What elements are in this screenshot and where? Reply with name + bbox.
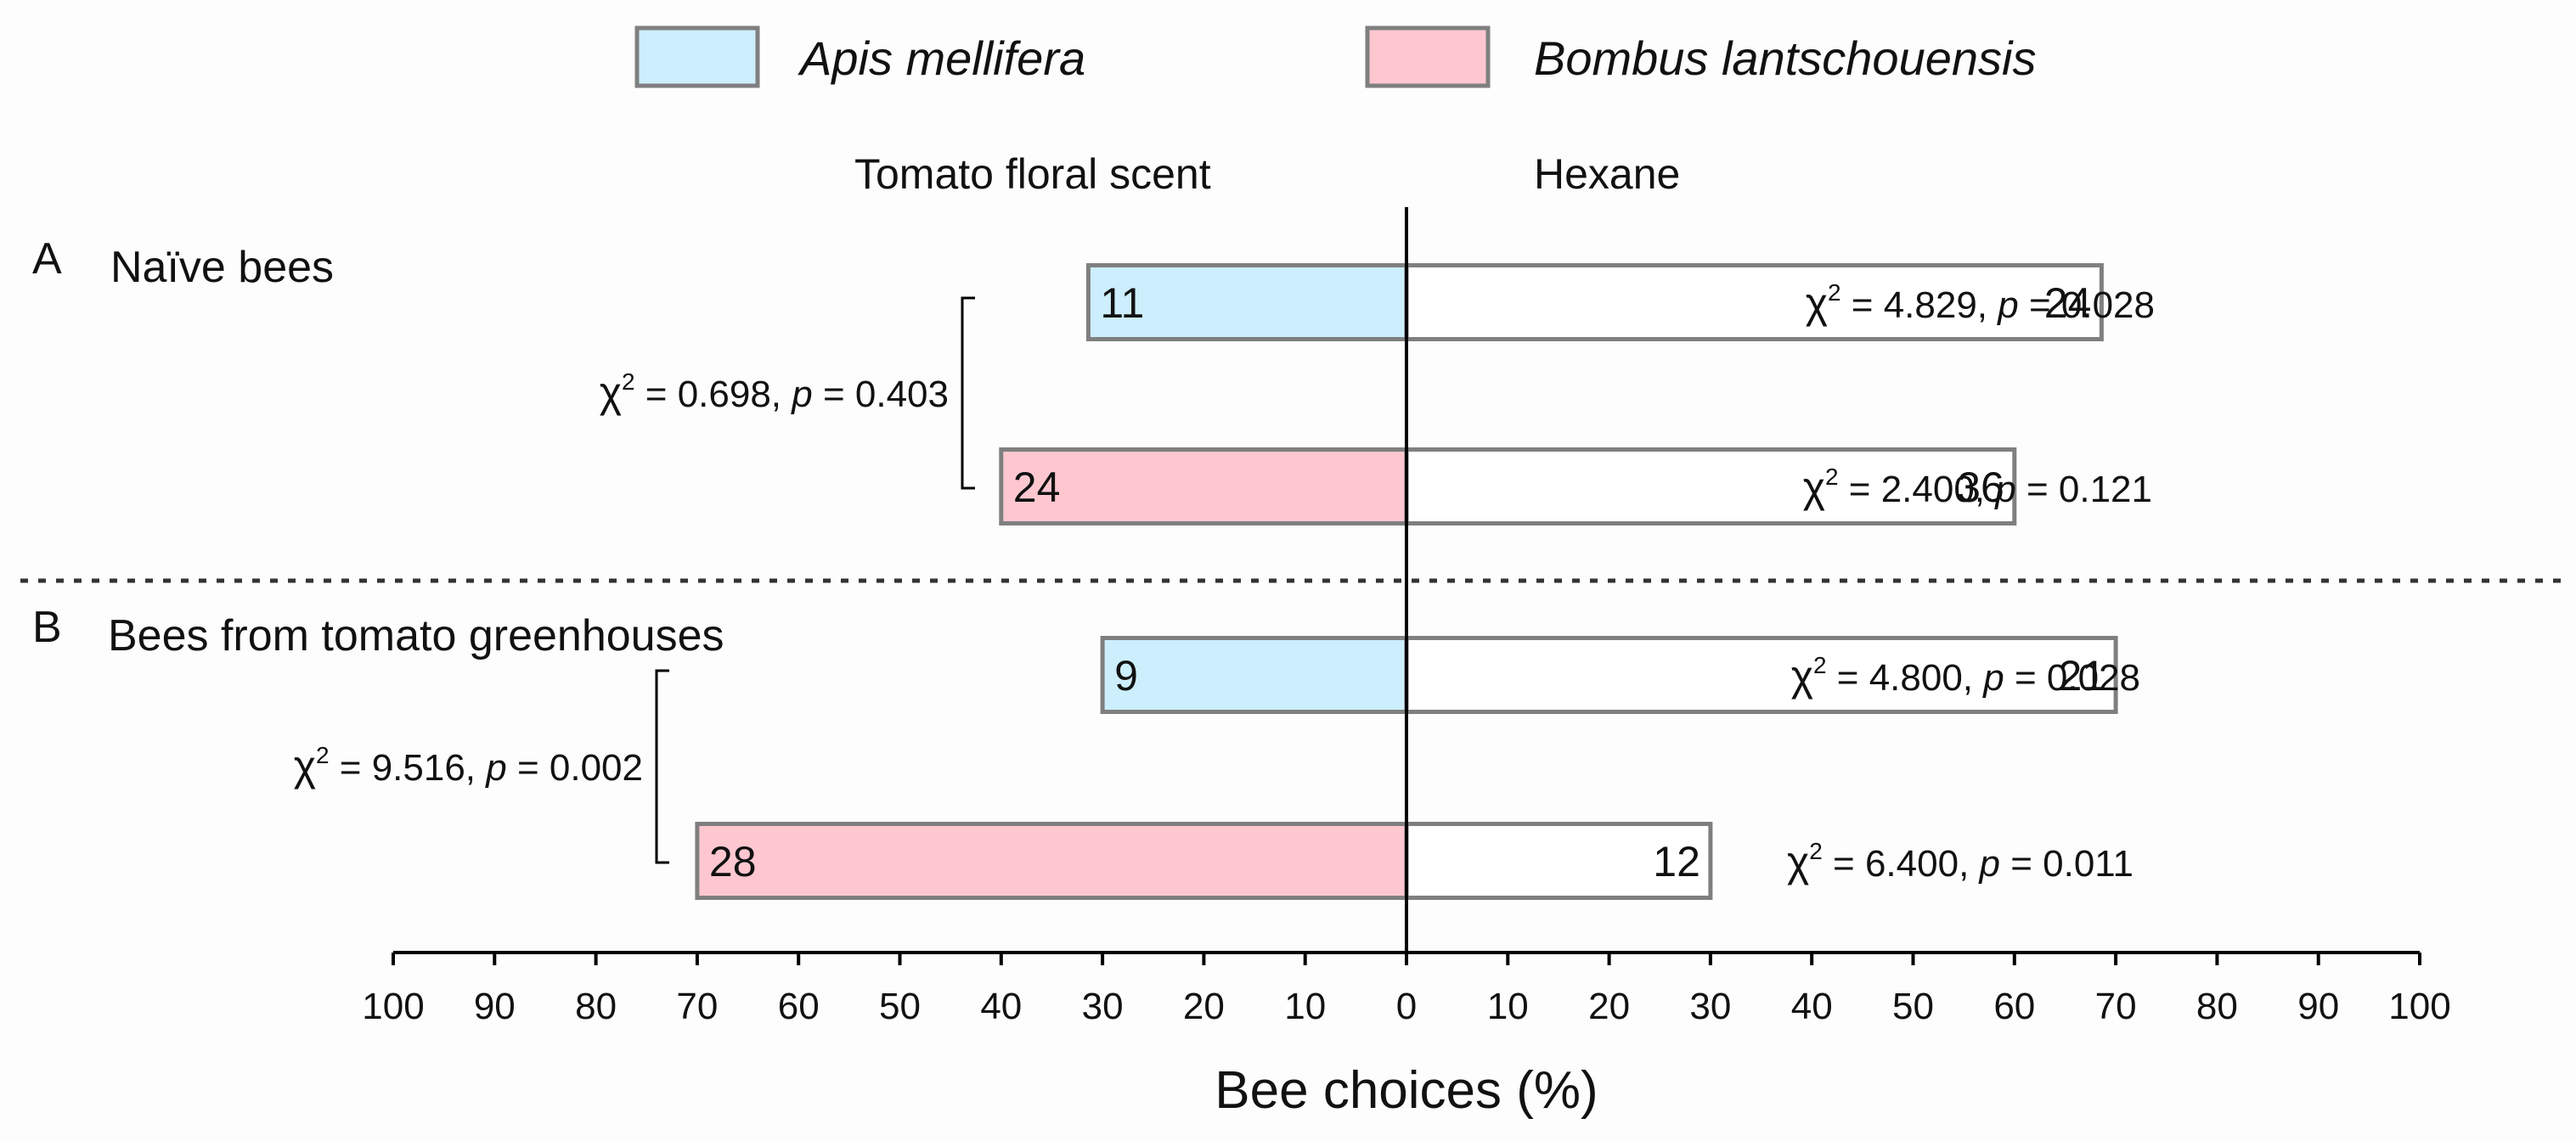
x-tick-label: 30 xyxy=(1082,986,1124,1027)
panel-a-letter: A xyxy=(32,234,62,284)
bar-right-count: 21 xyxy=(2058,652,2105,700)
bar-right-count: 24 xyxy=(2044,279,2092,327)
x-axis-ticks: 100 90 80 70 60 50 40 30 20 10 0 10 20 30 40 50 60 70 80 90… xyxy=(362,953,2451,1027)
panel-b-letter: B xyxy=(32,603,62,652)
x-tick-label: 10 xyxy=(1284,986,1326,1027)
x-tick-label: 70 xyxy=(2095,986,2137,1027)
x-tick-label: 90 xyxy=(2297,986,2339,1027)
panel-a-title: Naïve bees xyxy=(110,243,334,292)
bar-left-apis xyxy=(1085,263,1409,341)
x-tick-label: 70 xyxy=(676,986,718,1027)
comparison-bracket xyxy=(961,296,975,490)
row-stat: χ2 = 6.400, p = 0.011 xyxy=(1787,838,2134,885)
right-side-label: Hexane xyxy=(1534,150,1680,198)
x-tick-label: 80 xyxy=(2196,986,2238,1027)
x-tick-label: 0 xyxy=(1396,986,1417,1027)
bar-left-count: 28 xyxy=(709,838,757,885)
bar-right-hexane xyxy=(1404,263,2104,341)
x-tick-label: 20 xyxy=(1183,986,1225,1027)
bar-right-count: 12 xyxy=(1653,838,1700,885)
x-axis-title: Bee choices (%) xyxy=(1215,1061,1598,1120)
bar-left-count: 9 xyxy=(1114,652,1138,700)
bar-left-count: 24 xyxy=(1013,464,1061,511)
legend-label-bombus: Bombus lantschouensis xyxy=(1534,31,2036,85)
legend-swatch-bombus xyxy=(1365,25,1491,88)
comparison-stat: χ2 = 9.516, p = 0.002 xyxy=(294,742,643,790)
x-tick-label: 60 xyxy=(1993,986,2035,1027)
x-tick-label: 30 xyxy=(1689,986,1731,1027)
bar-left-apis xyxy=(1100,636,1409,714)
row-stat: χ2 = 4.829, p = 0.028 xyxy=(1806,279,2155,327)
x-tick-label: 50 xyxy=(879,986,921,1027)
left-side-label: Tomato floral scent xyxy=(854,150,1211,198)
bar-right-hexane xyxy=(1404,822,1713,900)
x-tick-label: 100 xyxy=(2388,986,2450,1027)
comparison-stat: χ2 = 0.698, p = 0.403 xyxy=(600,368,949,416)
x-tick-label: 10 xyxy=(1487,986,1529,1027)
x-tick-label: 50 xyxy=(1892,986,1934,1027)
row-stat: χ2 = 4.800, p = 0.028 xyxy=(1791,652,2140,700)
bar-right-hexane xyxy=(1404,636,2118,714)
legend-swatch-apis xyxy=(634,25,760,88)
legend: Apis mellifera Bombus lantschouensis xyxy=(634,25,2036,88)
x-tick-label: 60 xyxy=(778,986,820,1027)
x-tick-label: 80 xyxy=(575,986,617,1027)
bar-right-count: 36 xyxy=(1957,464,2004,511)
comparison-bracket xyxy=(655,669,669,864)
legend-label-apis: Apis mellifera xyxy=(798,31,1085,85)
bar-left-count: 11 xyxy=(1100,279,1144,327)
panel-b-title: Bees from tomato greenhouses xyxy=(108,611,724,660)
bar-left-bombus xyxy=(695,822,1409,900)
x-tick-label: 20 xyxy=(1588,986,1630,1027)
x-tick-label: 100 xyxy=(362,986,424,1027)
row-stat: χ2 = 2.400, p = 0.121 xyxy=(1803,464,2152,511)
x-tick-label: 40 xyxy=(980,986,1022,1027)
x-tick-label: 40 xyxy=(1791,986,1833,1027)
bar-left-bombus xyxy=(999,447,1409,526)
x-tick-label: 90 xyxy=(474,986,516,1027)
